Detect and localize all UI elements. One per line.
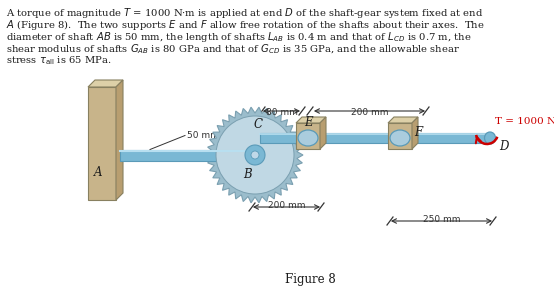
Ellipse shape (298, 130, 318, 146)
Polygon shape (88, 87, 116, 200)
Ellipse shape (485, 132, 495, 144)
Text: diameter of shaft $AB$ is 50 mm, the length of shafts $L_{AB}$ is 0.4 m and that: diameter of shaft $AB$ is 50 mm, the len… (6, 30, 471, 44)
Text: A torque of magnitude $T$ = 1000 N·m is applied at end $D$ of the shaft-gear sys: A torque of magnitude $T$ = 1000 N·m is … (6, 6, 483, 20)
Text: F: F (414, 125, 422, 139)
Text: A: A (94, 166, 102, 179)
Circle shape (251, 151, 259, 159)
Text: 80 mm: 80 mm (265, 108, 297, 117)
Polygon shape (320, 117, 326, 149)
Polygon shape (296, 117, 326, 123)
Polygon shape (116, 80, 123, 200)
Polygon shape (260, 133, 490, 143)
Ellipse shape (390, 130, 410, 146)
Polygon shape (207, 107, 303, 203)
Text: E: E (304, 115, 312, 129)
Text: 200 mm: 200 mm (268, 201, 305, 210)
Text: $A$ (Figure 8).  The two supports $E$ and $F$ allow free rotation of the shafts : $A$ (Figure 8). The two supports $E$ and… (6, 18, 485, 32)
Polygon shape (120, 150, 245, 160)
Text: shear modulus of shafts $G_{AB}$ is 80 GPa and that of $G_{CD}$ is 35 GPa, and t: shear modulus of shafts $G_{AB}$ is 80 G… (6, 42, 460, 56)
Polygon shape (88, 80, 123, 87)
Polygon shape (388, 123, 412, 149)
Text: 250 mm: 250 mm (423, 215, 460, 224)
Text: 200 mm: 200 mm (351, 108, 388, 117)
Text: 50 mm: 50 mm (187, 131, 219, 140)
Polygon shape (412, 117, 418, 149)
Polygon shape (388, 117, 418, 123)
Circle shape (245, 145, 265, 165)
Polygon shape (296, 123, 320, 149)
Text: B: B (243, 168, 252, 181)
Text: Figure 8: Figure 8 (285, 274, 335, 286)
Circle shape (216, 116, 294, 194)
Text: stress $\tau_{\rm all}$ is 65 MPa.: stress $\tau_{\rm all}$ is 65 MPa. (6, 54, 111, 67)
Text: D: D (499, 139, 509, 152)
Text: T = 1000 N · m: T = 1000 N · m (495, 117, 554, 127)
Text: C: C (254, 119, 263, 131)
